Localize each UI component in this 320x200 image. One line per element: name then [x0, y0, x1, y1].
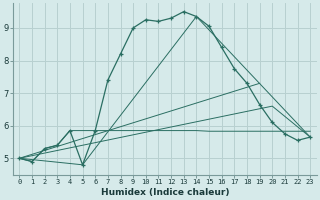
X-axis label: Humidex (Indice chaleur): Humidex (Indice chaleur): [100, 188, 229, 197]
